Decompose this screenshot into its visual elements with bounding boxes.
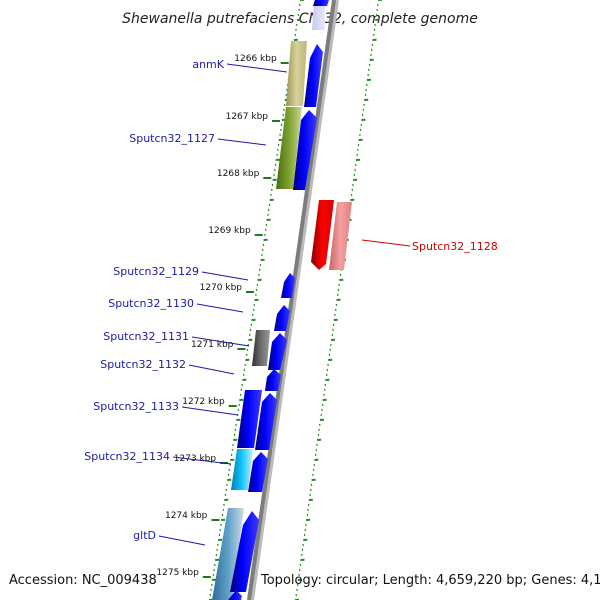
gene-label-sputcn32-1132[interactable]: Sputcn32_1132 <box>100 358 186 371</box>
gene-label-leader <box>172 456 232 465</box>
cds-arrow <box>228 590 242 600</box>
kbp-tick-label: 1275 kbp <box>156 568 199 578</box>
gene-label-anmK[interactable]: anmK <box>192 58 224 71</box>
cds-arrow <box>255 393 277 450</box>
gene-label-sputcn32-1129[interactable]: Sputcn32_1129 <box>113 265 199 278</box>
gene-label-leader <box>191 336 250 347</box>
gene-labels: anmK Sputcn32_1127 Sputcn32_1128 Sputcn32_1… <box>84 58 498 546</box>
kbp-tick-label: 1269 kbp <box>208 226 251 236</box>
cds-block-cyan <box>231 449 253 490</box>
gene-label-leader <box>201 271 249 281</box>
cog-blocks <box>212 0 325 600</box>
outer-ring-dots <box>294 0 383 600</box>
gene-label-leader <box>361 239 411 247</box>
gene-label-leader <box>226 63 288 73</box>
kbp-tick-label: 1268 kbp <box>217 169 260 179</box>
gene-label-leader <box>188 364 235 375</box>
cds-arrow <box>265 369 281 391</box>
gene-label-sputcn32-1131[interactable]: Sputcn32_1131 <box>103 330 189 343</box>
gene-label-sputcn32-1128[interactable]: Sputcn32_1128 <box>412 240 498 253</box>
gene-label-gltD[interactable]: gltD <box>133 529 156 542</box>
gene-label-sputcn32-1130[interactable]: Sputcn32_1130 <box>108 297 194 310</box>
cds-block-lavender <box>312 0 325 30</box>
topology-text: Topology: circular; Length: 4,659,220 bp… <box>261 573 600 588</box>
cds-arrow <box>281 273 295 298</box>
gene-label-leader <box>158 535 206 546</box>
cds-arrow-red-light <box>329 202 352 270</box>
gene-label-sputcn32-1127[interactable]: Sputcn32_1127 <box>129 132 215 145</box>
kbp-tick-label: 1273 kbp <box>174 454 217 464</box>
forward-cds-arrows <box>228 0 329 600</box>
cds-block-green <box>276 107 302 189</box>
gene-label-sputcn32-1134[interactable]: Sputcn32_1134 <box>84 450 170 463</box>
cds-block-gray <box>252 330 270 366</box>
cds-arrow <box>313 0 329 6</box>
cds-arrow <box>293 110 317 190</box>
cds-arrow <box>274 305 290 331</box>
reverse-cds-arrows <box>311 200 352 270</box>
gene-label-sputcn32-1133[interactable]: Sputcn32_1133 <box>93 400 179 413</box>
gene-label-leader <box>181 406 239 416</box>
cds-arrow-red <box>311 200 334 270</box>
backbone-line <box>247 0 336 600</box>
kbp-tick-label: 1267 kbp <box>226 112 269 122</box>
cds-arrow <box>248 452 268 492</box>
accession-text: Accession: NC_009438 <box>9 573 157 588</box>
cds-block-steel <box>212 508 244 600</box>
cds-block-navy <box>237 390 262 448</box>
kbp-tick-label: 1274 kbp <box>165 511 208 521</box>
cds-arrow <box>268 333 287 370</box>
gene-label-leader <box>217 138 267 146</box>
kbp-tick-label: 1272 kbp <box>182 397 225 407</box>
cds-arrow <box>230 511 259 592</box>
cds-arrow <box>304 44 323 107</box>
kbp-tick-label: 1270 kbp <box>200 283 243 293</box>
kbp-tick-label: 1266 kbp <box>234 54 277 64</box>
gene-label-leader <box>196 303 244 313</box>
kbp-tick-label: 1271 kbp <box>191 340 234 350</box>
cds-block-khaki <box>286 41 307 106</box>
